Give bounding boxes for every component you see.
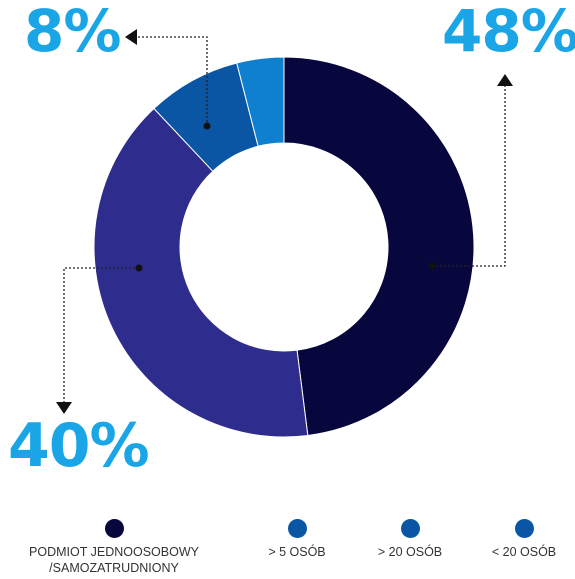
donut-slice-1 — [93, 107, 309, 438]
legend-label: > 5 OSÓB — [268, 545, 326, 559]
marker-dot-48 — [428, 262, 436, 270]
legend-item-lt-20-osob: < 20 OSÓB — [476, 519, 572, 560]
annotation-8-percent: 8% — [24, 0, 121, 65]
legend-dot — [104, 519, 124, 538]
legend-label-line2: /SAMOZATRUDNIONY — [49, 561, 179, 575]
legend-dot — [287, 519, 307, 538]
legend-dot — [514, 519, 534, 538]
legend-item-5-osob: > 5 OSÓB — [252, 519, 342, 560]
legend-dot — [400, 519, 420, 538]
arrow-48 — [497, 74, 513, 86]
annotation-48-percent: 48% — [442, 0, 575, 65]
marker-dot-40 — [135, 264, 143, 272]
legend-item-gt-20-osob: > 20 OSÓB — [362, 519, 458, 560]
leader-line-40 — [63, 267, 139, 402]
legend-label: > 20 OSÓB — [377, 545, 443, 559]
legend-item-jednoosobowy: PODMIOT JEDNOOSOBOWY /SAMOZATRUDNIONY — [4, 519, 224, 576]
leader-line-8 — [137, 36, 208, 126]
arrow-40 — [56, 402, 72, 414]
leader-line-48 — [432, 86, 506, 267]
arrow-8 — [125, 29, 137, 45]
legend-label: PODMIOT JEDNOOSOBOWY — [29, 545, 199, 559]
marker-dot-8 — [203, 122, 211, 130]
legend-label: < 20 OSÓB — [491, 545, 557, 559]
annotation-40-percent: 40% — [8, 411, 150, 481]
donut-slice-3 — [236, 56, 285, 147]
donut-slice-0 — [283, 56, 475, 437]
